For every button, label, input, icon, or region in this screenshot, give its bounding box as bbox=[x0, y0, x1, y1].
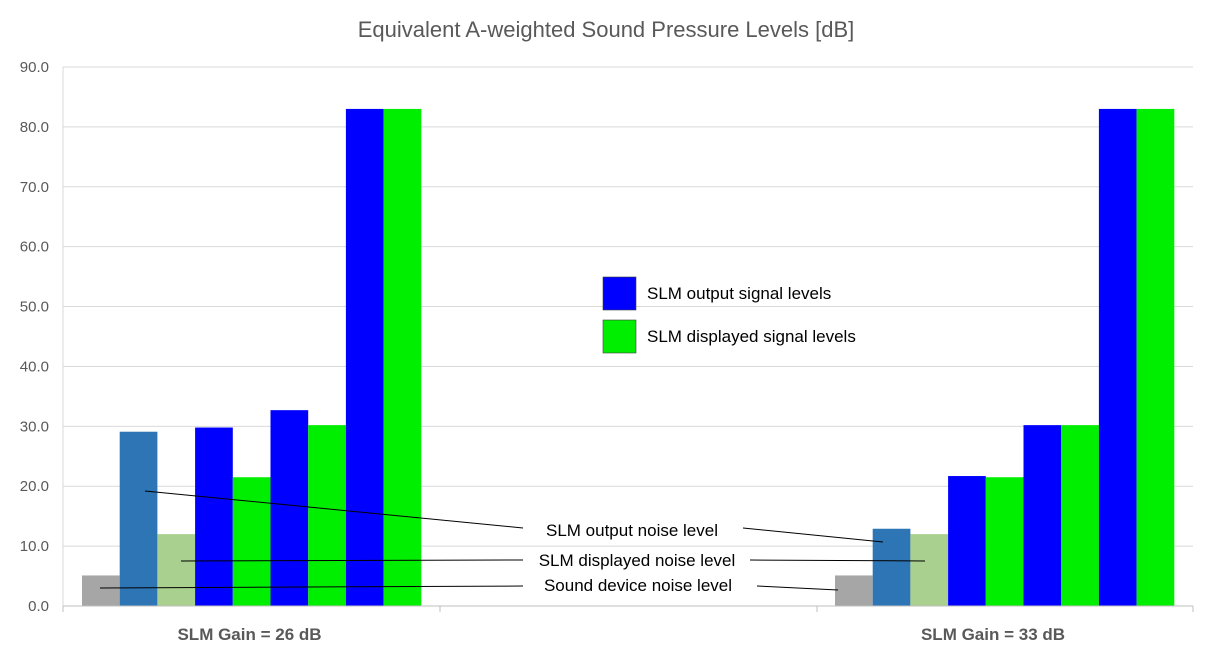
annotation-label: Sound device noise level bbox=[544, 576, 732, 595]
category-labels: SLM Gain = 26 dB SLM Gain = 33 dB bbox=[177, 625, 1065, 644]
axes bbox=[62, 67, 1194, 612]
annotation-leader bbox=[749, 559, 926, 562]
annotation-leader bbox=[99, 585, 524, 589]
bar bbox=[1136, 108, 1175, 606]
annotation-leader bbox=[144, 490, 524, 529]
bar bbox=[308, 425, 346, 606]
y-tick-label: 40.0 bbox=[20, 358, 49, 375]
y-tick-label: 90.0 bbox=[20, 59, 49, 76]
bar bbox=[232, 477, 271, 606]
legend-label: SLM displayed signal levels bbox=[647, 327, 856, 346]
bar bbox=[195, 427, 233, 606]
annotation-leader bbox=[180, 559, 524, 562]
bar bbox=[948, 476, 986, 606]
bar bbox=[82, 575, 120, 606]
category-label: SLM Gain = 33 dB bbox=[921, 625, 1065, 644]
legend-swatch bbox=[602, 276, 637, 311]
bar bbox=[1023, 425, 1062, 606]
y-tick-label: 20.0 bbox=[20, 478, 49, 495]
annotation-leader bbox=[756, 585, 839, 591]
bar bbox=[119, 431, 158, 606]
y-tick-label: 30.0 bbox=[20, 418, 49, 435]
legend-label: SLM output signal levels bbox=[647, 284, 831, 303]
bars bbox=[82, 108, 1175, 606]
annotation-label: SLM displayed noise level bbox=[539, 551, 736, 570]
legend: SLM output signal levels SLM displayed si… bbox=[602, 276, 856, 354]
bar bbox=[345, 108, 384, 606]
bar bbox=[157, 534, 196, 606]
legend-swatch bbox=[602, 319, 637, 354]
bar bbox=[872, 528, 911, 606]
bar bbox=[1098, 108, 1137, 606]
bar bbox=[835, 575, 873, 606]
bar bbox=[985, 477, 1024, 606]
annotation-label: SLM output noise level bbox=[546, 521, 718, 540]
y-tick-label: 10.0 bbox=[20, 538, 49, 555]
y-tick-label: 50.0 bbox=[20, 299, 49, 316]
y-tick-label: 80.0 bbox=[20, 119, 49, 136]
y-tick-label: 60.0 bbox=[20, 239, 49, 256]
bar bbox=[910, 534, 949, 606]
annotation-leader bbox=[742, 527, 884, 543]
bar bbox=[270, 410, 309, 606]
category-label: SLM Gain = 26 dB bbox=[177, 625, 321, 644]
y-tick-label: 70.0 bbox=[20, 179, 49, 196]
y-axis-ticks: 0.0 10.0 20.0 30.0 40.0 50.0 60.0 70.0 80.0 90.0 bbox=[20, 59, 49, 615]
bar bbox=[1061, 425, 1099, 606]
chart-title: Equivalent A-weighted Sound Pressure Lev… bbox=[358, 17, 855, 42]
annotations: SLM output noise level SLM displayed nois… bbox=[99, 490, 926, 595]
bar bbox=[383, 108, 422, 606]
y-tick-label: 0.0 bbox=[28, 598, 49, 615]
